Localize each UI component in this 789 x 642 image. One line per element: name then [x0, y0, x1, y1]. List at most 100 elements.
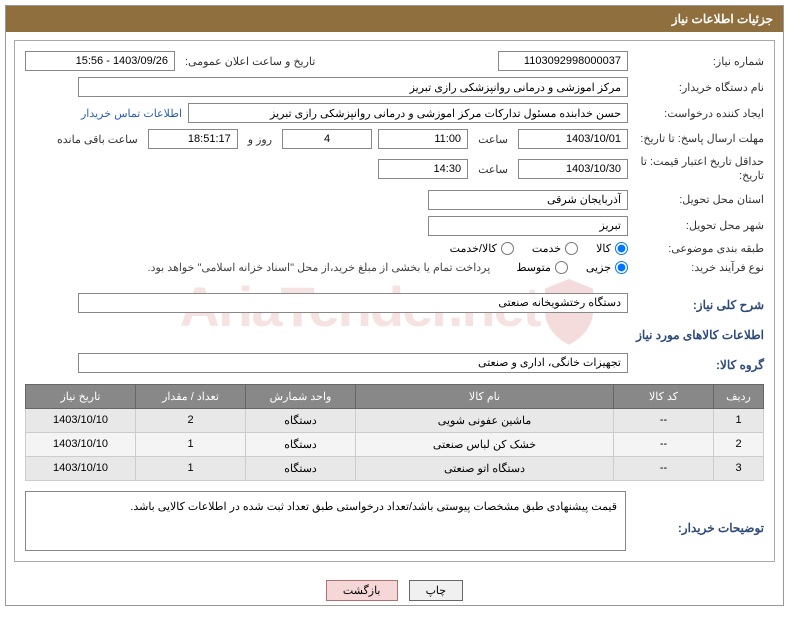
radio-kala-input[interactable]	[615, 242, 628, 255]
row-classification: طبقه بندی موضوعی: کالا خدمت کالا/خدمت	[25, 242, 764, 255]
radio-kala-khedmat-input[interactable]	[501, 242, 514, 255]
field-goods-group: تجهیزات خانگی، اداری و صنعتی	[78, 353, 628, 373]
row-general-desc: شرح کلی نیاز: دستگاه رختشویخانه صنعتی	[25, 288, 764, 318]
label-requester: ایجاد کننده درخواست:	[634, 107, 764, 120]
radio-medium-input[interactable]	[555, 261, 568, 274]
th-code: کد کالا	[614, 384, 714, 408]
label-price-validity: حداقل تاریخ اعتبار قیمت: تا تاریخ:	[634, 155, 764, 184]
buyer-notes-box: قیمت پیشنهادی طبق مشخصات پیوستی باشد/تعد…	[25, 491, 626, 551]
table-cell: --	[614, 456, 714, 480]
purchase-type-radio-group: جزیی متوسط	[516, 261, 628, 274]
field-announce-datetime: 1403/09/26 - 15:56	[25, 51, 175, 71]
radio-kala[interactable]: کالا	[596, 242, 628, 255]
table-cell: 1	[136, 456, 246, 480]
radio-kala-khedmat[interactable]: کالا/خدمت	[450, 242, 514, 255]
radio-medium[interactable]: متوسط	[516, 261, 568, 274]
th-unit: واحد شمارش	[246, 384, 356, 408]
main-panel: جزئیات اطلاعات نیاز AriaTender.net شماره…	[5, 5, 784, 606]
th-date: تاریخ نیاز	[26, 384, 136, 408]
radio-medium-label: متوسط	[516, 261, 551, 274]
row-city: شهر محل تحویل: تبریز	[25, 216, 764, 236]
radio-khedmat-input[interactable]	[565, 242, 578, 255]
field-province: آذربایجان شرقی	[428, 190, 628, 210]
label-announce-datetime: تاریخ و ساعت اعلان عمومی:	[181, 55, 319, 68]
content-area: AriaTender.net شماره نیاز: 1103092998000…	[14, 40, 775, 562]
table-body: 1--ماشین عفونی شوییدستگاه21403/10/102--خ…	[26, 408, 764, 480]
radio-partial-label: جزیی	[586, 261, 611, 274]
th-row: ردیف	[714, 384, 764, 408]
return-button[interactable]: بازگشت	[326, 580, 398, 601]
table-cell: 1403/10/10	[26, 408, 136, 432]
field-response-date: 1403/10/01	[518, 129, 628, 149]
table-cell: ماشین عفونی شویی	[356, 408, 614, 432]
label-buyer-org: نام دستگاه خریدار:	[634, 81, 764, 94]
field-price-validity-date: 1403/10/30	[518, 159, 628, 179]
table-cell: 2	[136, 408, 246, 432]
field-time-left: 18:51:17	[148, 129, 238, 149]
table-row: 2--خشک کن لباس صنعتیدستگاه11403/10/10	[26, 432, 764, 456]
row-buyer-org: نام دستگاه خریدار: مرکز اموزشی و درمانی …	[25, 77, 764, 97]
label-hour-2: ساعت	[474, 163, 512, 176]
table-cell: دستگاه اتو صنعتی	[356, 456, 614, 480]
label-goods-group: گروه کالا:	[634, 358, 764, 372]
table-cell: --	[614, 408, 714, 432]
goods-table: ردیف کد کالا نام کالا واحد شمارش تعداد /…	[25, 384, 764, 481]
label-response-deadline: مهلت ارسال پاسخ: تا تاریخ:	[634, 132, 764, 146]
button-row: چاپ بازگشت	[6, 570, 783, 605]
table-cell: 1	[714, 408, 764, 432]
row-buyer-notes: توضیحات خریدار: قیمت پیشنهادی طبق مشخصات…	[25, 491, 764, 551]
field-response-hour: 11:00	[378, 129, 468, 149]
goods-info-heading: اطلاعات کالاهای مورد نیاز	[25, 328, 764, 342]
label-city: شهر محل تحویل:	[634, 219, 764, 232]
table-cell: دستگاه	[246, 456, 356, 480]
classification-radio-group: کالا خدمت کالا/خدمت	[450, 242, 628, 255]
label-general-desc: شرح کلی نیاز:	[634, 298, 764, 312]
table-cell: دستگاه	[246, 432, 356, 456]
radio-khedmat-label: خدمت	[532, 242, 561, 255]
radio-partial[interactable]: جزیی	[586, 261, 628, 274]
radio-khedmat[interactable]: خدمت	[532, 242, 578, 255]
row-response-deadline: مهلت ارسال پاسخ: تا تاریخ: 1403/10/01 سا…	[25, 129, 764, 149]
table-cell: 1403/10/10	[26, 456, 136, 480]
radio-kala-khedmat-label: کالا/خدمت	[450, 242, 497, 255]
table-cell: --	[614, 432, 714, 456]
field-city: تبریز	[428, 216, 628, 236]
row-purchase-type: نوع فرآیند خرید: جزیی متوسط پرداخت تمام …	[25, 261, 764, 274]
field-requester: حسن خدابنده مسئول تدارکات مرکز اموزشی و …	[188, 103, 628, 123]
label-purchase-type: نوع فرآیند خرید:	[634, 261, 764, 274]
label-classification: طبقه بندی موضوعی:	[634, 242, 764, 255]
table-header-row: ردیف کد کالا نام کالا واحد شمارش تعداد /…	[26, 384, 764, 408]
field-need-number: 1103092998000037	[498, 51, 628, 71]
row-price-validity: حداقل تاریخ اعتبار قیمت: تا تاریخ: 1403/…	[25, 155, 764, 184]
table-cell: 2	[714, 432, 764, 456]
row-province: استان محل تحویل: آذربایجان شرقی	[25, 190, 764, 210]
label-remaining: ساعت باقی مانده	[53, 133, 142, 146]
table-row: 3--دستگاه اتو صنعتیدستگاه11403/10/10	[26, 456, 764, 480]
title-bar: جزئیات اطلاعات نیاز	[6, 6, 783, 32]
field-price-validity-hour: 14:30	[378, 159, 468, 179]
label-day-and: روز و	[244, 133, 276, 146]
row-goods-group: گروه کالا: تجهیزات خانگی، اداری و صنعتی	[25, 348, 764, 378]
table-cell: دستگاه	[246, 408, 356, 432]
label-need-number: شماره نیاز:	[634, 55, 764, 68]
field-buyer-org: مرکز اموزشی و درمانی روانپزشکی رازی تبری…	[78, 77, 628, 97]
payment-note: پرداخت تمام یا بخشی از مبلغ خرید،از محل …	[148, 261, 491, 274]
th-name: نام کالا	[356, 384, 614, 408]
label-province: استان محل تحویل:	[634, 193, 764, 206]
th-qty: تعداد / مقدار	[136, 384, 246, 408]
table-cell: 3	[714, 456, 764, 480]
radio-kala-label: کالا	[596, 242, 611, 255]
buyer-contact-link[interactable]: اطلاعات تماس خریدار	[81, 107, 182, 120]
table-row: 1--ماشین عفونی شوییدستگاه21403/10/10	[26, 408, 764, 432]
row-requester: ایجاد کننده درخواست: حسن خدابنده مسئول ت…	[25, 103, 764, 123]
field-general-desc: دستگاه رختشویخانه صنعتی	[78, 293, 628, 313]
field-days-left: 4	[282, 129, 372, 149]
row-need-number: شماره نیاز: 1103092998000037 تاریخ و ساع…	[25, 51, 764, 71]
table-cell: 1403/10/10	[26, 432, 136, 456]
table-cell: 1	[136, 432, 246, 456]
print-button[interactable]: چاپ	[409, 580, 464, 601]
table-cell: خشک کن لباس صنعتی	[356, 432, 614, 456]
label-buyer-notes: توضیحات خریدار:	[634, 501, 764, 535]
label-hour-1: ساعت	[474, 133, 512, 146]
radio-partial-input[interactable]	[615, 261, 628, 274]
